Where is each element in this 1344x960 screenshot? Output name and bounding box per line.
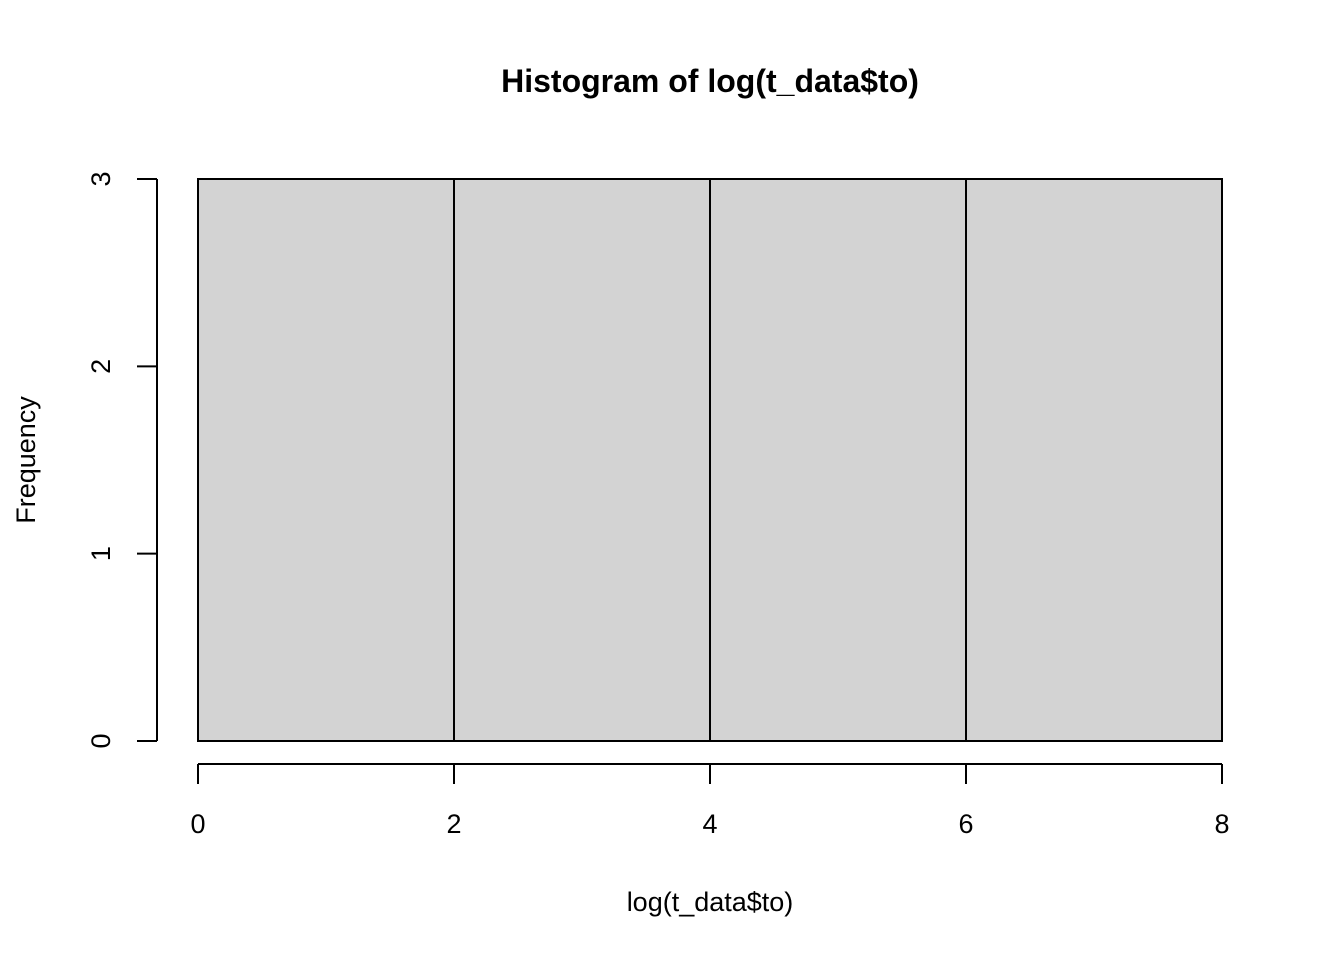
x-axis-label: log(t_data$to) [627, 887, 794, 917]
x-tick-label-2: 4 [702, 809, 717, 839]
y-axis-label: Frequency [11, 396, 41, 524]
x-tick-label-1: 2 [446, 809, 461, 839]
x-tick-label-0: 0 [190, 809, 205, 839]
y-tick-label-3: 3 [86, 171, 116, 186]
y-tick-label-0: 0 [86, 733, 116, 748]
chart-title: Histogram of log(t_data$to) [501, 63, 919, 99]
histogram-bars [197, 178, 1223, 742]
y-tick-label-1: 1 [86, 546, 116, 561]
y-tick-label-2: 2 [86, 359, 116, 374]
y-axis: 0 1 2 3 [86, 171, 158, 749]
histogram-bar-3 [965, 178, 1223, 742]
histogram-bar-0 [197, 178, 455, 742]
x-axis: 0 2 4 6 8 [190, 763, 1230, 839]
histogram-bar-1 [453, 178, 711, 742]
x-tick-label-3: 6 [958, 809, 973, 839]
histogram-bar-2 [709, 178, 967, 742]
x-tick-label-4: 8 [1214, 809, 1229, 839]
